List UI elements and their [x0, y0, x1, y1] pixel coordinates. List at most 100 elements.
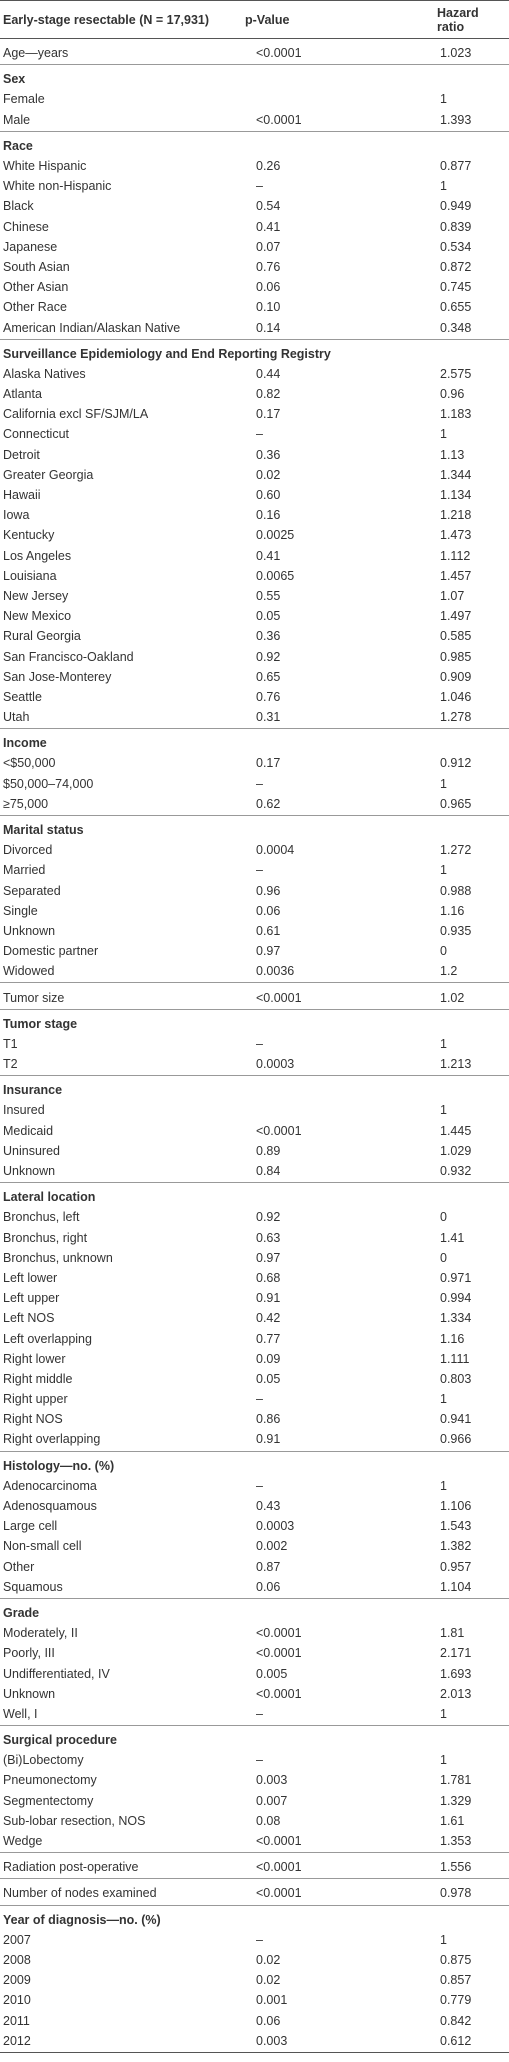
- row-label: Right upper: [3, 1392, 68, 1407]
- p-value: 0.003: [256, 1773, 288, 1788]
- row-label: White non-Hispanic: [3, 179, 112, 194]
- p-value: –: [256, 1706, 263, 1721]
- p-value: 0.06: [256, 2013, 281, 2028]
- section-heading: Income: [3, 736, 47, 751]
- header-cell: Hazard ratio: [437, 5, 479, 34]
- p-value: 0.02: [256, 467, 281, 482]
- p-value: –: [256, 1392, 263, 1407]
- row-label: Connecticut: [3, 427, 70, 442]
- p-value: 0.0025: [256, 528, 295, 543]
- row-label: Bronchus, unknown: [3, 1250, 113, 1265]
- row-label: Right NOS: [3, 1412, 63, 1427]
- section: Histology—no. (%) Adenocarcinoma – 1 Adenosq…: [0, 1450, 509, 1598]
- p-value: 0.92: [256, 649, 281, 664]
- p-value: 0.0036: [256, 964, 295, 979]
- row-label: Pneumonectomy: [3, 1773, 97, 1788]
- table-row: Adenocarcinoma – 1: [0, 1476, 509, 1496]
- p-value: 0.02: [256, 1952, 281, 1967]
- row-label: Segmentectomy: [3, 1793, 94, 1808]
- table-row: Well, I – 1: [0, 1704, 509, 1724]
- p-value: –: [256, 427, 263, 442]
- section: Tumor stage T1 – 1 T2 0.0003 1.213: [0, 1008, 509, 1076]
- row-label: Insured: [3, 1103, 45, 1118]
- row-label: Other Race: [3, 300, 67, 315]
- p-value: 0.44: [256, 366, 281, 381]
- p-value: 0.001: [256, 1993, 288, 2008]
- table-row: Sub-lobar resection, NOS 0.08 1.61: [0, 1811, 509, 1831]
- hazard-ratio: 1.556: [440, 1860, 472, 1875]
- hazard-ratio: 1.213: [440, 1057, 472, 1072]
- row-label: Right lower: [3, 1351, 66, 1366]
- row-label: Other: [3, 1559, 35, 1574]
- row-label: Wedge: [3, 1834, 43, 1849]
- hazard-ratio: 1: [440, 1392, 447, 1407]
- section: Tumor size <0.0001 1.02: [0, 982, 509, 1008]
- hazard-ratio: 1: [440, 427, 447, 442]
- row-label: Left upper: [3, 1291, 60, 1306]
- hazard-ratio: 1.278: [440, 710, 472, 725]
- p-value: 0.54: [256, 199, 281, 214]
- hazard-ratio: 1.029: [440, 1143, 472, 1158]
- row-label: Undifferentiated, IV: [3, 1666, 110, 1681]
- hazard-ratio: 1.693: [440, 1666, 472, 1681]
- table-row: Left overlapping 0.77 1.16: [0, 1328, 509, 1348]
- section: Surveillance Epidemiology and End Report…: [0, 338, 509, 729]
- section: Age—years <0.0001 1.023: [0, 39, 509, 64]
- p-value: 0.84: [256, 1164, 281, 1179]
- hazard-ratio: 0.348: [440, 320, 472, 335]
- p-value: <0.0001: [256, 1686, 302, 1701]
- section-heading: Year of diagnosis—no. (%): [3, 1912, 161, 1927]
- hazard-ratio: 1: [440, 179, 447, 194]
- p-value: 0.89: [256, 1143, 281, 1158]
- p-value: 0.31: [256, 710, 281, 725]
- p-value: 0.76: [256, 259, 281, 274]
- section-heading: Sex: [3, 72, 26, 87]
- row-label: White Hispanic: [3, 159, 87, 174]
- hazard-ratio: 0.994: [440, 1291, 472, 1306]
- table-row: San Francisco-Oakland 0.92 0.985: [0, 646, 509, 666]
- table-row: Bronchus, unknown 0.97 0: [0, 1248, 509, 1268]
- section-heading-row: Marital status: [0, 820, 509, 840]
- table-row: <$50,000 0.17 0.912: [0, 753, 509, 773]
- hazard-ratio: 2.171: [440, 1646, 472, 1661]
- hazard-ratio: 1.13: [440, 447, 465, 462]
- p-value: 0.97: [256, 1250, 281, 1265]
- table-row: Medicaid <0.0001 1.445: [0, 1121, 509, 1141]
- table-row: Left lower 0.68 0.971: [0, 1268, 509, 1288]
- table-row: Female 1: [0, 89, 509, 109]
- row-label: Japanese: [3, 239, 58, 254]
- row-label: Greater Georgia: [3, 467, 94, 482]
- row-label: Adenosquamous: [3, 1499, 97, 1514]
- table-row: Male <0.0001 1.393: [0, 110, 509, 130]
- table-row: 2010 0.001 0.779: [0, 1990, 509, 2010]
- p-value: 0.10: [256, 300, 281, 315]
- hazard-ratio: 0.941: [440, 1412, 472, 1427]
- hazard-ratio: 1.353: [440, 1834, 472, 1849]
- p-value: 0.14: [256, 320, 281, 335]
- table-row: Hawaii 0.60 1.134: [0, 485, 509, 505]
- hazard-ratio: 1: [440, 1706, 447, 1721]
- hazard-ratio: 1.473: [440, 528, 472, 543]
- p-value: 0.97: [256, 944, 281, 959]
- p-value: 0.0004: [256, 843, 295, 858]
- table-row: Connecticut – 1: [0, 424, 509, 444]
- table-row: Non-small cell 0.002 1.382: [0, 1536, 509, 1556]
- section-heading: Marital status: [3, 823, 84, 838]
- hazard-ratio: 1.445: [440, 1123, 472, 1138]
- table-row: Married – 1: [0, 860, 509, 880]
- section-heading: Histology—no. (%): [3, 1458, 115, 1473]
- row-label: Atlanta: [3, 387, 42, 402]
- section-heading: Surgical procedure: [3, 1733, 117, 1748]
- hazard-ratio: 0.839: [440, 219, 472, 234]
- hazard-ratio: 0.912: [440, 756, 472, 771]
- section: Surgical procedure (Bi)Lobectomy – 1 Pneumon…: [0, 1725, 509, 1852]
- p-value: 0.43: [256, 1499, 281, 1514]
- hazard-ratio: 1.543: [440, 1519, 472, 1534]
- table-row: Other Race 0.10 0.655: [0, 297, 509, 317]
- p-value: 0.06: [256, 903, 281, 918]
- row-label: Unknown: [3, 1686, 56, 1701]
- section-heading: Surveillance Epidemiology and End Report…: [3, 346, 331, 361]
- table-row: (Bi)Lobectomy – 1: [0, 1750, 509, 1770]
- table-row: Bronchus, right 0.63 1.41: [0, 1228, 509, 1248]
- table-row: Black 0.54 0.949: [0, 196, 509, 216]
